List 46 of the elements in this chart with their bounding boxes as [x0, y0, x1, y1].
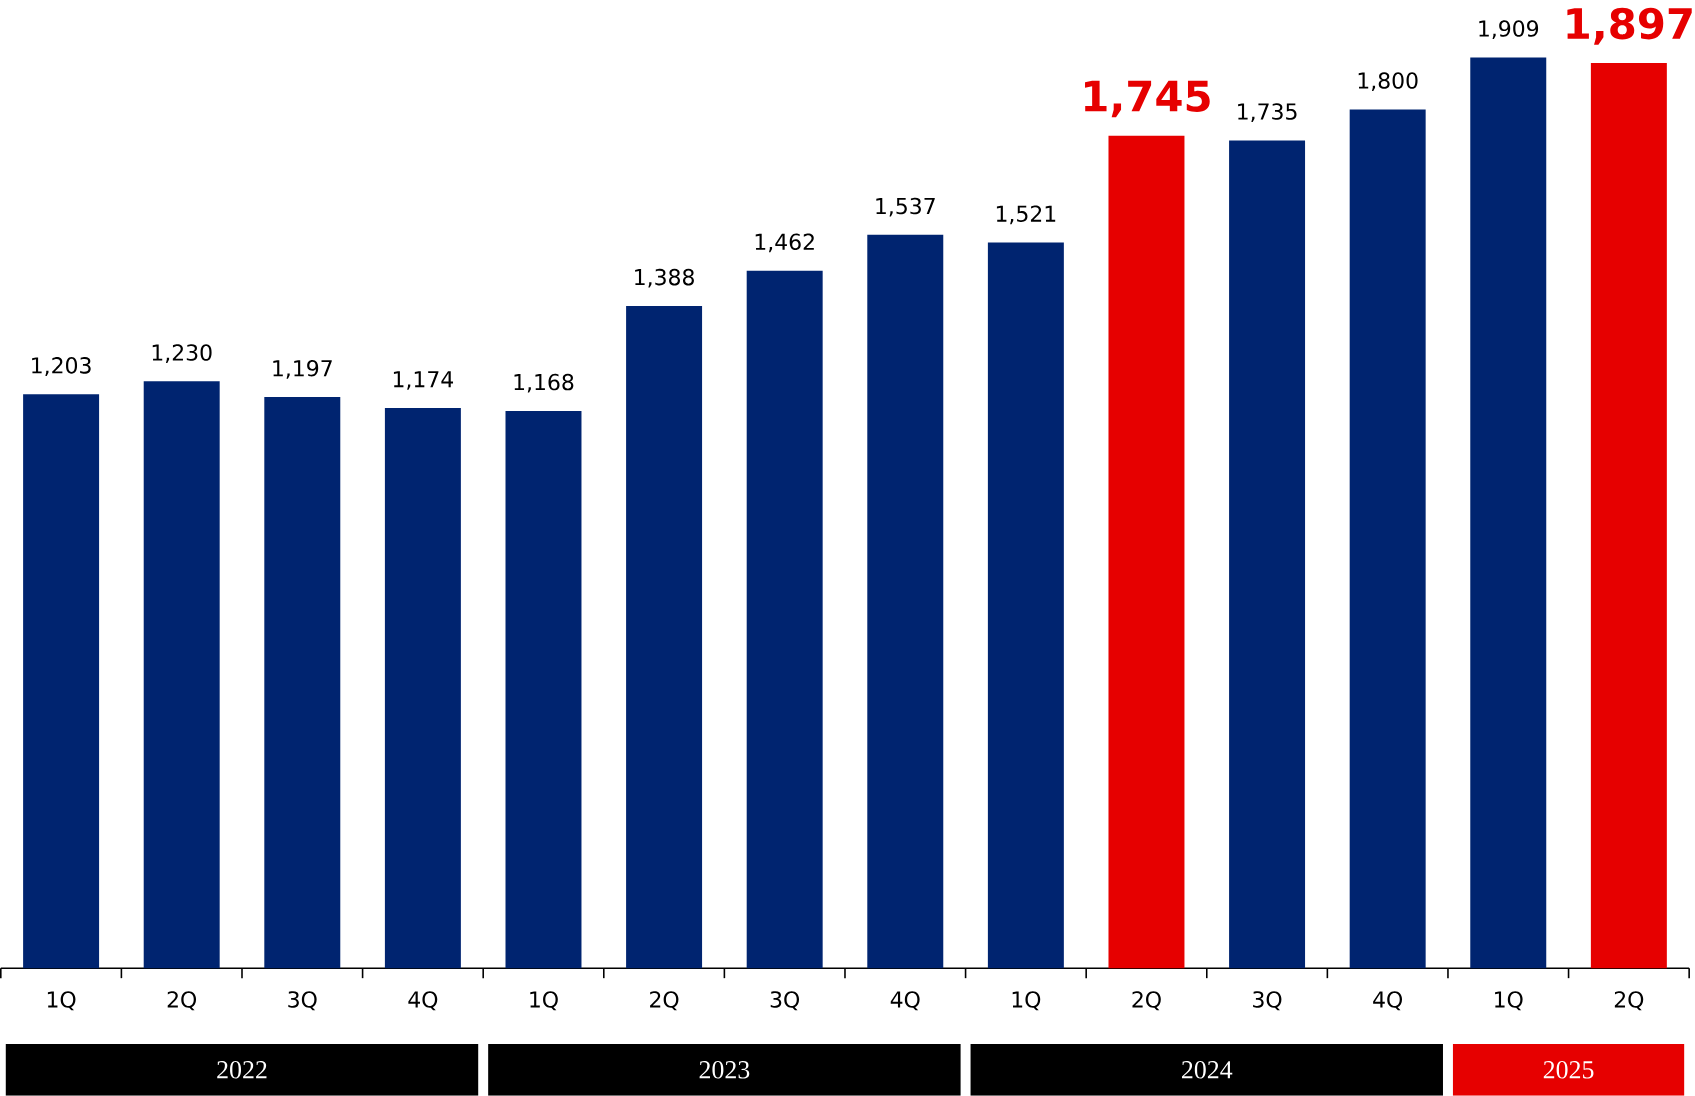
bar [505, 411, 582, 969]
x-tick-label: 4Q [890, 991, 920, 1011]
bar [384, 408, 461, 969]
bar [626, 306, 703, 969]
data-label: 1,168 [514, 373, 574, 393]
data-label: 1,909 [1479, 20, 1539, 40]
x-tick-label: 4Q [408, 991, 438, 1011]
data-label: 1,174 [393, 371, 454, 390]
text: 2024 [1182, 1061, 1233, 1079]
x-tick-label: 1Q [1495, 991, 1523, 1011]
bar [987, 242, 1064, 969]
text: 2023 [699, 1061, 750, 1079]
bar [1229, 140, 1306, 969]
text: 2025 [1543, 1061, 1594, 1079]
data-label: 1,745 [1085, 81, 1210, 118]
bar [1470, 57, 1547, 969]
data-label: 1,735 [1238, 103, 1297, 123]
bar [1349, 109, 1426, 969]
bar [264, 397, 341, 969]
bar [1108, 135, 1185, 969]
bar [23, 394, 100, 969]
x-tick-label: 1Q [530, 991, 558, 1011]
x-tick-label: 1Q [1012, 991, 1041, 1011]
x-tick-label: 2Q [167, 991, 197, 1011]
x-tick-label: 2Q [650, 991, 679, 1011]
bar [746, 270, 823, 969]
x-tick-label: 4Q [1373, 991, 1402, 1011]
data-label: 1,203 [32, 357, 91, 377]
data-label: 1,197 [273, 360, 332, 379]
data-label: 1,537 [876, 197, 935, 217]
bar [143, 381, 220, 969]
x-tick-label: 3Q [1253, 991, 1282, 1011]
data-label: 1,800 [1358, 72, 1418, 92]
x-tick-label: 3Q [288, 991, 317, 1011]
x-tick-label: 2Q [1614, 991, 1644, 1011]
data-label: 1,897 [1567, 7, 1692, 45]
x-tick-label: 1Q [47, 991, 76, 1011]
x-tick-label: 2Q [1132, 991, 1161, 1011]
data-label: 1,230 [152, 344, 212, 364]
x-tick-label: 3Q [770, 991, 800, 1011]
bar [867, 235, 944, 969]
bar [1590, 63, 1667, 969]
data-label: 1,388 [635, 268, 694, 288]
data-label: 1,521 [996, 205, 1056, 225]
text: 2022 [217, 1061, 267, 1079]
data-label: 1,462 [755, 233, 814, 253]
